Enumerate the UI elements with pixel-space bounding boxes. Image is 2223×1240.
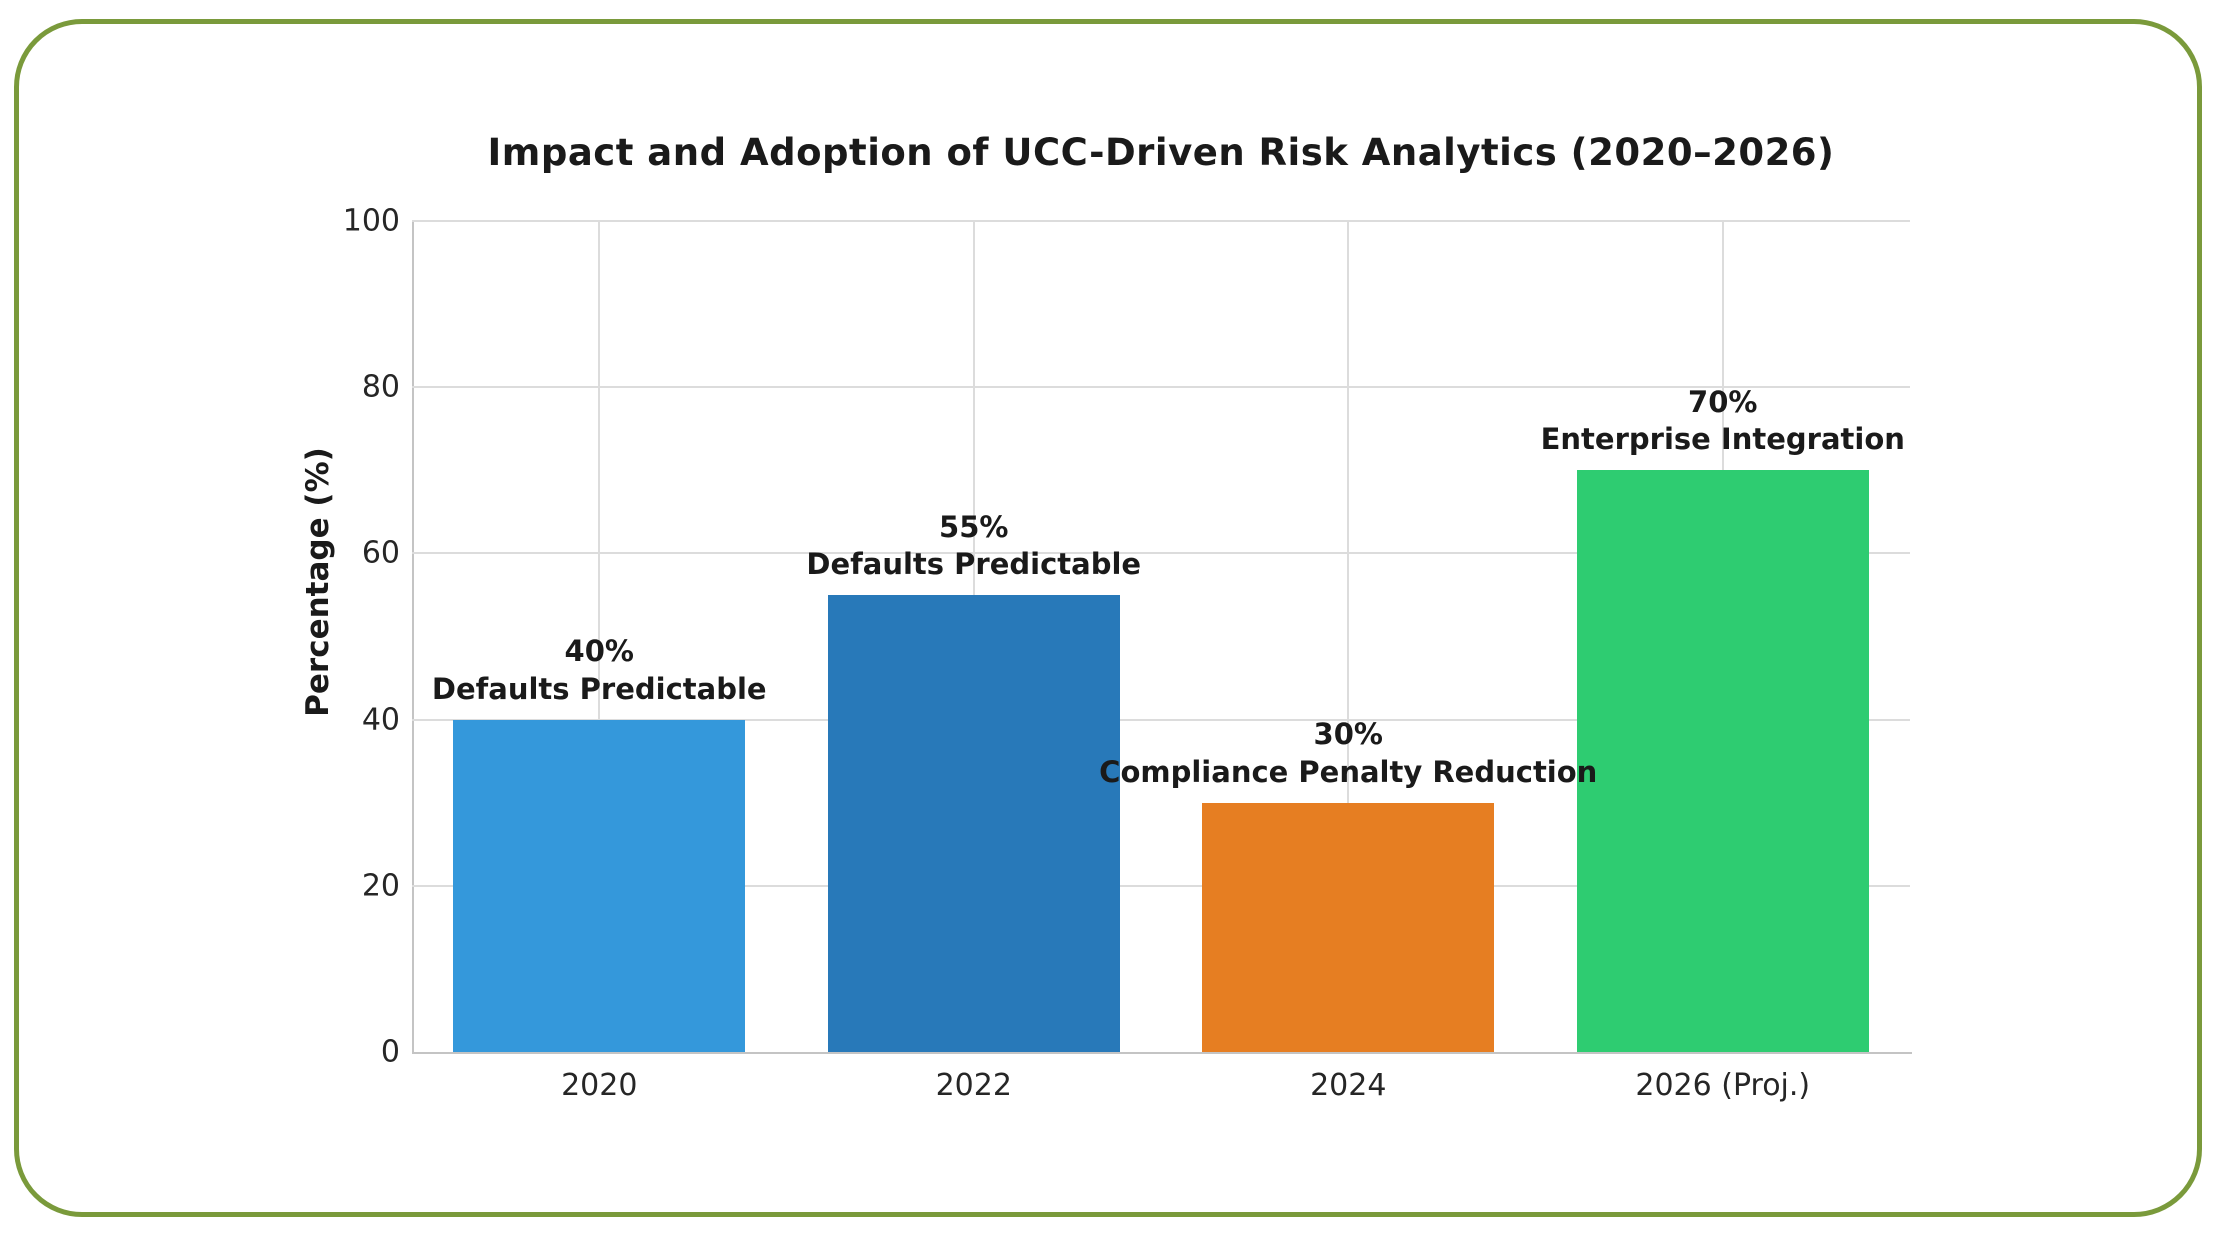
bar-value-label: 30% (1313, 717, 1383, 752)
y-tick-label: 80 (361, 369, 400, 405)
bar-annotation: 30% Compliance Penalty Reduction (1099, 716, 1597, 790)
bar-caption-label: Enterprise Integration (1540, 422, 1905, 457)
y-axis-spine (412, 221, 414, 1052)
bar-annotation: 55% Defaults Predictable (806, 509, 1141, 583)
x-axis-spine (412, 1052, 1912, 1054)
gridline-horizontal (412, 552, 1910, 555)
x-tick-label: 2022 (935, 1068, 1012, 1103)
bar-annotation: 70% Enterprise Integration (1541, 384, 1905, 458)
y-tick-label: 60 (361, 535, 400, 571)
bar-value-label: 70% (1688, 385, 1758, 420)
bar-2020 (453, 719, 746, 1052)
gridline-horizontal (412, 884, 1910, 887)
gridline-horizontal (412, 718, 1910, 721)
y-tick-label: 0 (380, 1034, 400, 1070)
bar-2026-proj- (1576, 470, 1869, 1052)
y-tick-label: 40 (361, 702, 400, 738)
bar-2024 (1202, 802, 1495, 1052)
gridline-vertical (598, 221, 601, 1052)
x-tick-label: 2024 (1310, 1068, 1387, 1103)
y-axis-label: Percentage (%) (300, 447, 336, 717)
bar-caption-label: Defaults Predictable (431, 671, 767, 706)
bar-value-label: 40% (564, 634, 634, 669)
plot-area: 40% Defaults Predictable 55% Defaults Predi… (412, 220, 1910, 1052)
bar-caption-label: Defaults Predictable (806, 546, 1142, 581)
bar-annotation: 40% Defaults Predictable (432, 633, 767, 707)
x-tick-label: 2026 (Proj.) (1635, 1068, 1811, 1103)
x-tick-label: 2020 (561, 1068, 638, 1103)
bar-2022 (827, 594, 1120, 1052)
gridline-horizontal (412, 220, 1910, 222)
gridline-vertical (1347, 221, 1350, 1052)
bar-value-label: 55% (939, 509, 1009, 544)
bar-caption-label: Compliance Penalty Reduction (1099, 754, 1598, 789)
y-tick-label: 100 (342, 203, 400, 239)
gridline-horizontal (412, 386, 1910, 389)
y-tick-label: 20 (361, 868, 400, 904)
chart-title: Impact and Adoption of UCC-Driven Risk A… (487, 131, 1835, 174)
